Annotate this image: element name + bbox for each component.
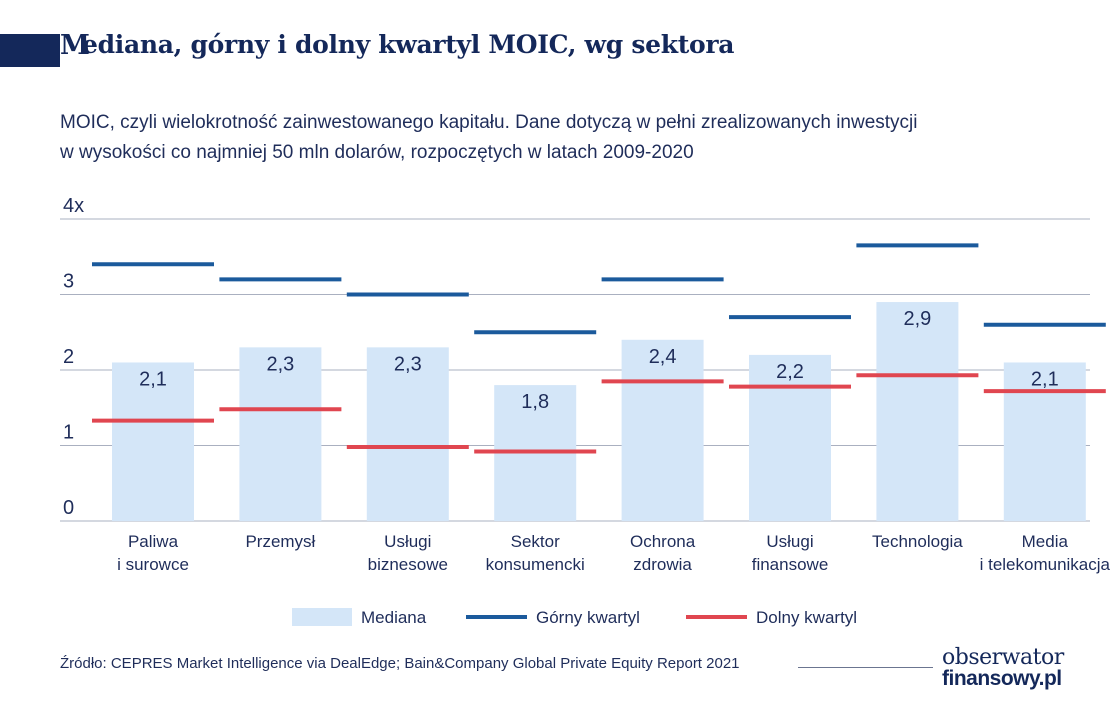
bar-value-label: 2,9 — [903, 308, 931, 330]
logo-line-1: obserwator — [942, 645, 1064, 670]
category-label: Przemysł — [245, 532, 315, 551]
title-initial: M — [60, 30, 90, 61]
legend-label-dolny: Dolny kwartyl — [756, 608, 857, 627]
median-bar — [621, 339, 704, 521]
category-label: Technologia — [872, 532, 963, 551]
category-label: konsumencki — [486, 555, 585, 574]
category-label: Paliwa — [128, 532, 179, 551]
legend-swatch-mediana — [292, 608, 352, 626]
category-label: Media — [1022, 532, 1069, 551]
bar-value-label: 2,4 — [649, 346, 677, 368]
median-bar — [366, 347, 449, 521]
bar-value-label: 2,2 — [776, 361, 804, 383]
category-label: finansowe — [752, 555, 829, 574]
category-label: Usługi — [384, 532, 431, 551]
category-label: Sektor — [511, 532, 560, 551]
y-tick-label: 3 — [63, 271, 74, 293]
footer-divider — [798, 667, 933, 668]
bar-value-label: 2,1 — [139, 368, 167, 390]
median-bar — [239, 347, 322, 521]
y-tick-label: 1 — [63, 422, 74, 444]
logo-line-2: finansowy.pl — [942, 667, 1062, 690]
category-label: Usługi — [766, 532, 813, 551]
y-tick-label: 4x — [63, 195, 84, 217]
bar-value-label: 1,8 — [521, 391, 549, 413]
chart-title: ediana, górny i dolny kwartyl MOIC, wg s… — [82, 30, 735, 59]
bar-value-label: 2,3 — [394, 353, 422, 375]
subtitle-line-2: w wysokości co najmniej 50 mln dolarów, … — [60, 142, 694, 163]
category-label: Ochrona — [630, 532, 696, 551]
median-bar — [749, 354, 831, 521]
subtitle-line-1: MOIC, czyli wielokrotność zainwestowaneg… — [60, 112, 918, 133]
category-label: i telekomunikacja — [980, 555, 1111, 574]
source-note: Źródło: CEPRES Market Intelligence via D… — [60, 655, 740, 672]
bar-value-label: 2,3 — [266, 353, 294, 375]
category-label: i surowce — [117, 555, 189, 574]
y-tick-label: 2 — [63, 346, 74, 368]
median-bar — [1003, 362, 1086, 521]
y-tick-label: 0 — [63, 497, 74, 519]
bar-value-label: 2,1 — [1031, 368, 1059, 390]
legend-label-mediana: Mediana — [361, 608, 427, 627]
median-bar — [112, 362, 194, 521]
title-accent-block — [0, 34, 60, 67]
category-label: biznesowe — [368, 555, 448, 574]
brand-logo: obserwator finansowy.pl — [942, 645, 1064, 690]
median-bar — [876, 302, 959, 521]
chart-subtitle: MOIC, czyli wielokrotność zainwestowaneg… — [60, 108, 1090, 168]
legend-label-gorny: Górny kwartyl — [536, 608, 640, 627]
category-label: zdrowia — [633, 555, 692, 574]
